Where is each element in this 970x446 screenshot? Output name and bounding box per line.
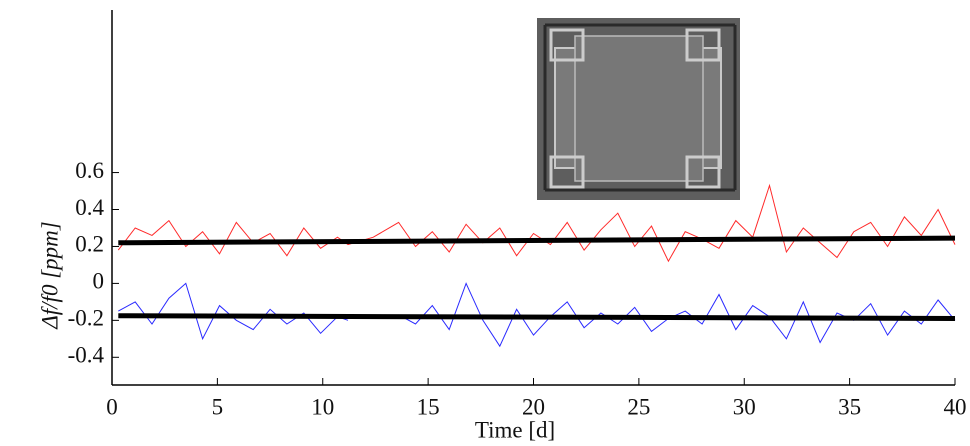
x-tick-label: 15: [417, 394, 440, 419]
y-tick-label: 0.6: [75, 158, 104, 183]
data-line: [117, 183, 956, 263]
inset-anchor: [685, 155, 721, 189]
inset-plate-inner: [574, 35, 704, 182]
y-tick-label: 0: [93, 269, 105, 294]
inset-frame: [543, 23, 737, 192]
data-line: [118, 313, 956, 321]
x-tick-label: 20: [522, 394, 545, 419]
inset-anchor: [549, 28, 585, 62]
x-tick-label: 25: [627, 394, 650, 419]
inset-anchor: [685, 28, 721, 62]
x-tick-label: 35: [838, 394, 861, 419]
y-tick-label: -0.2: [68, 306, 104, 331]
y-tick-label: 0.2: [75, 232, 104, 257]
x-tick-label: 5: [212, 394, 224, 419]
y-axis-label: Δf/f0 [ppm]: [37, 221, 62, 329]
x-tick-label: 30: [733, 394, 756, 419]
inset-image: [537, 18, 740, 200]
y-tick-label: -0.4: [68, 343, 105, 368]
x-tick-label: 40: [944, 394, 967, 419]
data-line: [118, 235, 956, 246]
x-axis-label: Time [d]: [475, 417, 555, 442]
y-tick-label: 0.4: [75, 195, 104, 220]
x-tick-label: 0: [106, 394, 118, 419]
inset-anchor: [549, 155, 585, 189]
x-tick-label: 10: [311, 394, 334, 419]
